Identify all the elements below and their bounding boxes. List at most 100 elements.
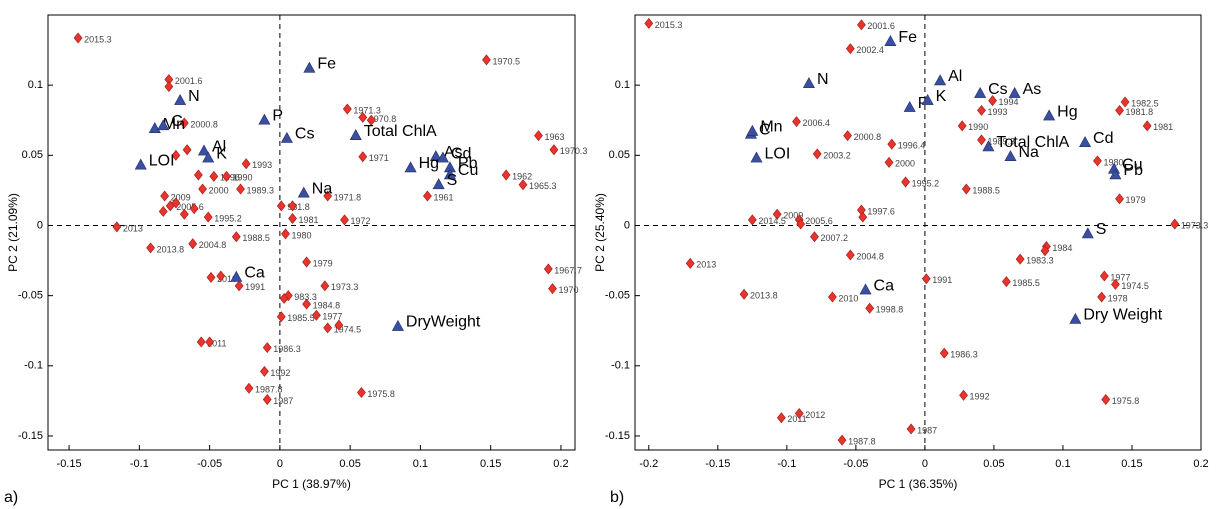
variable-point [1004, 150, 1017, 162]
sample-point [837, 434, 847, 446]
sample-point [158, 205, 168, 217]
sample-point [241, 158, 251, 170]
sample-label: 1977 [322, 312, 342, 322]
sample-point [160, 190, 170, 202]
variable-point [432, 178, 445, 190]
y-axis-title: PC 2 (21.09%) [6, 193, 20, 272]
sample-point [179, 117, 189, 129]
variable-label: Cs [988, 81, 1008, 98]
sample-point [977, 104, 986, 116]
variable-label: Cd [451, 145, 471, 162]
sample-label: 1982.5 [1131, 98, 1159, 108]
sample-point [209, 170, 219, 182]
sample-point [112, 221, 122, 233]
sample-label: 1974.5 [334, 324, 362, 334]
sample-label: 1988.5 [242, 233, 270, 243]
sample-point [216, 270, 226, 282]
sample-point [543, 263, 553, 275]
sample-label: 1978 [1108, 293, 1128, 303]
sample-point [884, 156, 894, 168]
variable-point [974, 86, 987, 98]
sample-label: 1990 [968, 122, 988, 132]
sample-point [865, 302, 875, 314]
y-tick-label: 0.1 [615, 79, 630, 91]
sample-label: 1991 [245, 282, 265, 292]
y-axis-title: PC 2 (25.40%) [593, 193, 607, 272]
y-tick-label: 0 [624, 219, 630, 231]
panel-label: b) [610, 489, 624, 506]
sample-label: 1998.8 [876, 305, 904, 315]
variable-label: Na [312, 180, 333, 197]
sample-point [906, 423, 916, 435]
sample-label: 1986.3 [950, 350, 978, 360]
sample-point [358, 111, 368, 123]
sample-point [921, 273, 931, 285]
sample-label: 1981 [299, 215, 319, 225]
sample-label: 2000 [895, 159, 915, 169]
sample-point [1115, 104, 1124, 116]
sample-label: 1989.3 [988, 136, 1016, 146]
sample-label: 1971 [369, 153, 389, 163]
sample-point [1015, 253, 1025, 265]
variable-label: Al [212, 138, 226, 155]
sample-label: 1974.5 [1121, 281, 1149, 291]
sample-point [534, 130, 543, 142]
variable-label: As [444, 144, 463, 161]
variable-label: Cu [458, 162, 478, 179]
sample-label: 1988.5 [972, 185, 1000, 195]
variable-point [1069, 312, 1082, 324]
sample-label: 2010 [217, 274, 237, 284]
sample-point [206, 271, 216, 283]
sample-point [262, 342, 272, 354]
sample-label: 1971.3 [353, 105, 381, 115]
sample-point [146, 242, 155, 254]
y-tick-label: 0.05 [22, 149, 43, 161]
sample-point [171, 149, 181, 161]
sample-label: 1996.4 [898, 140, 926, 150]
sample-point [423, 190, 432, 202]
sample-point [164, 81, 174, 93]
variable-point [202, 151, 215, 163]
sample-point [988, 95, 997, 107]
x-tick-label: 0.05 [983, 458, 1004, 470]
sample-point [812, 148, 822, 160]
sample-label: 1973.3 [331, 282, 359, 292]
sample-label: 1992 [970, 392, 990, 402]
sample-label: 1994 [999, 97, 1019, 107]
variable-point [197, 144, 210, 156]
variable-label: Fe [898, 29, 917, 46]
y-tick-label: -0.15 [605, 430, 630, 442]
sample-label: 1962 [512, 171, 532, 181]
variable-point [859, 283, 872, 295]
variable-label: DryWeight [406, 314, 481, 331]
sample-point [302, 256, 311, 268]
variable-label: S [447, 172, 458, 189]
sample-point [548, 283, 557, 295]
sample-label: 983.3 [294, 292, 317, 302]
variable-point [982, 140, 995, 152]
sample-label: 2007.2 [820, 233, 848, 243]
sample-point [323, 322, 333, 334]
variable-point [280, 131, 293, 143]
sample-point [501, 169, 511, 181]
sample-label: 1980 [1103, 157, 1123, 167]
variable-point [429, 150, 442, 162]
sample-label: 1975.8 [367, 389, 395, 399]
variable-label: LOI [764, 145, 790, 162]
sample-point [776, 412, 786, 424]
sample-label: 1979 [313, 258, 333, 268]
sample-point [366, 114, 376, 126]
variable-label: Cd [1093, 130, 1113, 147]
sample-label: 1984.8 [313, 300, 341, 310]
sample-point [73, 32, 83, 44]
sample-point [1101, 394, 1111, 405]
sample-label: 2012 [805, 410, 825, 420]
sample-point [747, 214, 757, 226]
sample-point [231, 231, 241, 243]
sample-label: 1965.3 [529, 181, 557, 191]
x-tick-label: -0.1 [777, 458, 796, 470]
variable-point [404, 161, 417, 173]
variable-label: N [817, 71, 829, 88]
sample-label: 2004.8 [856, 251, 884, 261]
